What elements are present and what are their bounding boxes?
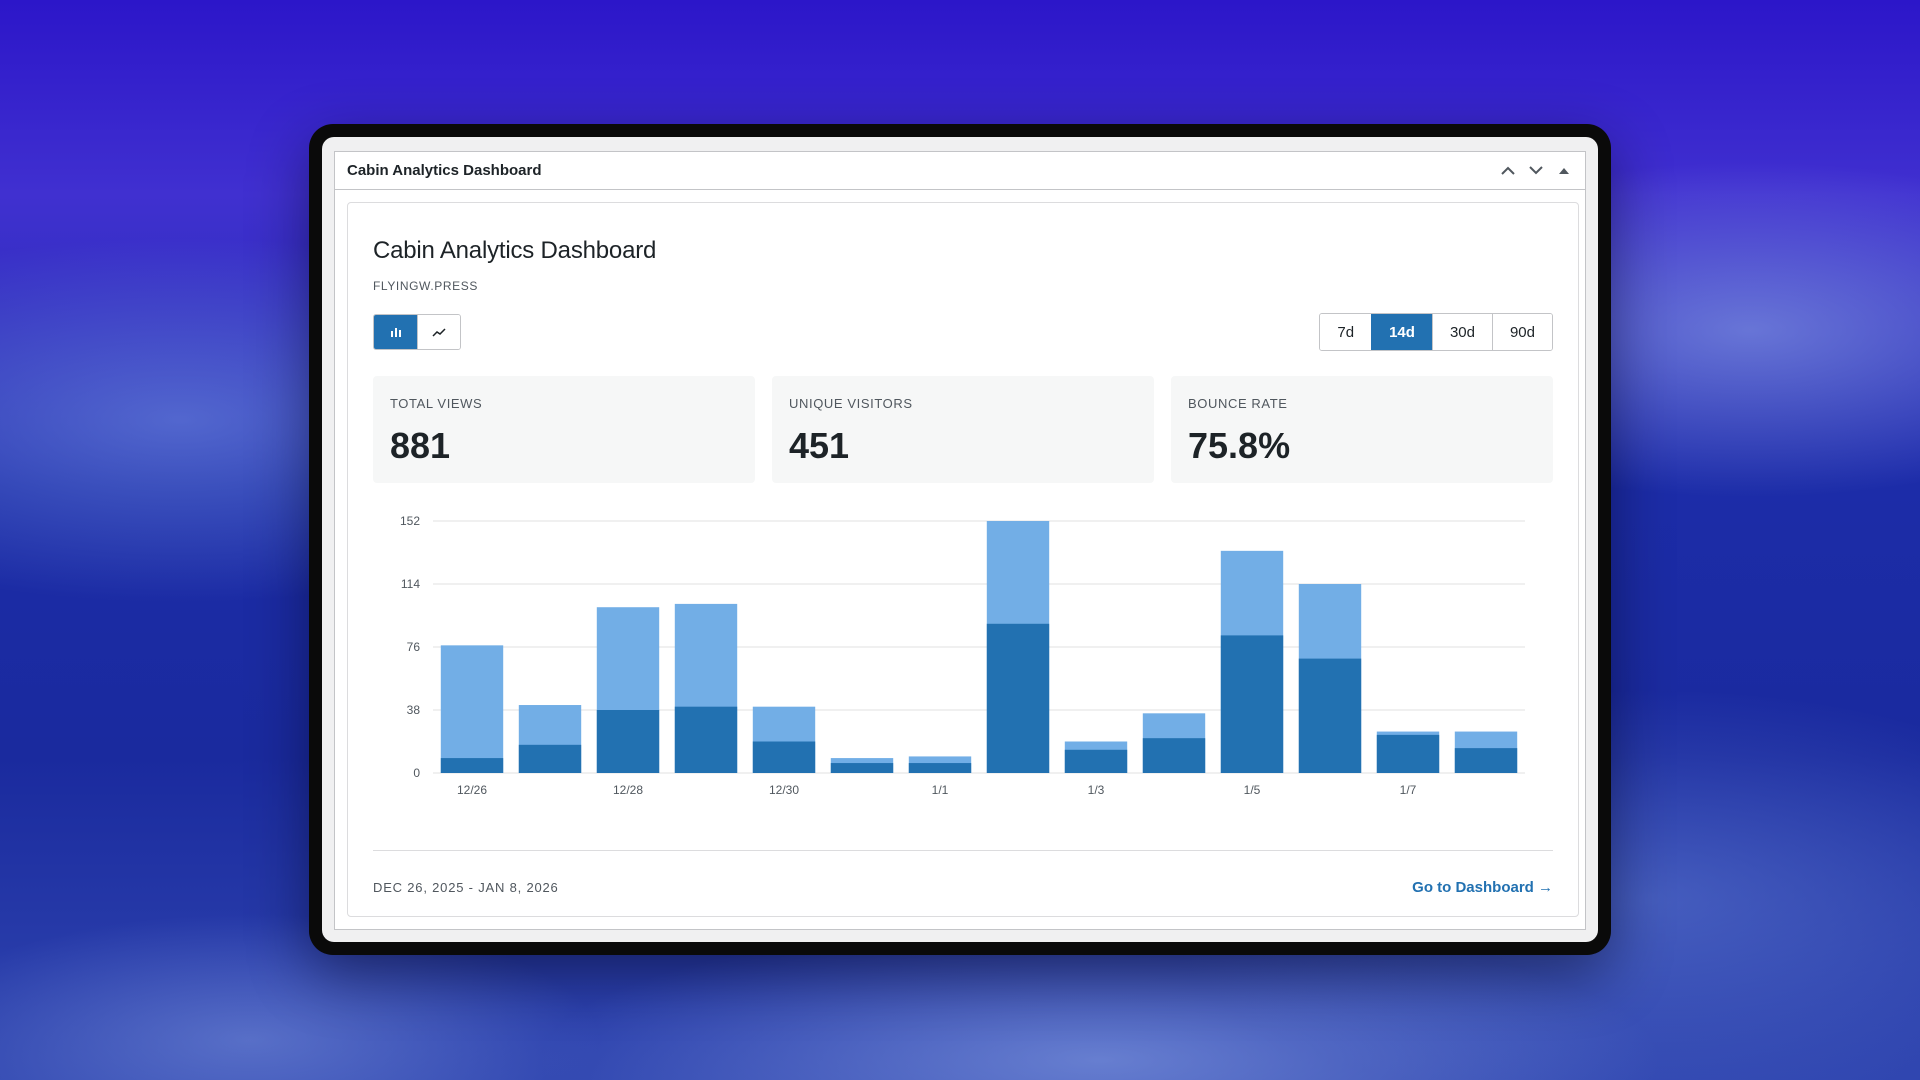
range-90d-button[interactable]: 90d bbox=[1491, 314, 1552, 350]
bar-chart-button[interactable] bbox=[374, 315, 417, 349]
x-tick-label: 12/26 bbox=[457, 783, 487, 797]
y-tick-label: 76 bbox=[407, 640, 421, 654]
stat-label: TOTAL VIEWS bbox=[390, 396, 483, 411]
line-chart-icon bbox=[432, 328, 446, 337]
chart-type-toggle bbox=[373, 314, 461, 350]
stat-label: UNIQUE VISITORS bbox=[789, 396, 913, 411]
traffic-chart: 0 38 76 114 152 12/26 12/28 12/30 1/1 1/3 1/5 1/7 bbox=[373, 501, 1553, 831]
widget-body: Cabin Analytics Dashboard FLYINGW.PRESS bbox=[335, 190, 1585, 929]
analytics-card: Cabin Analytics Dashboard FLYINGW.PRESS bbox=[347, 202, 1579, 917]
y-tick-label: 152 bbox=[400, 514, 420, 528]
bar-visitors bbox=[440, 758, 504, 773]
admin-screen: Cabin Analytics Dashboard Cabin Analytic… bbox=[322, 137, 1598, 942]
y-tick-label: 38 bbox=[407, 703, 421, 717]
y-tick-label: 0 bbox=[413, 766, 420, 780]
widget-actions bbox=[1499, 162, 1573, 180]
x-tick-label: 12/30 bbox=[769, 783, 799, 797]
go-to-dashboard-link[interactable]: Go to Dashboard → bbox=[1412, 879, 1553, 896]
bar-chart: 0 38 76 114 152 12/26 12/28 12/30 1/1 1/3 1/5 1/7 bbox=[400, 514, 1525, 797]
stat-label: BOUNCE RATE bbox=[1188, 396, 1288, 411]
bar-visitors bbox=[518, 744, 582, 773]
chevron-down-icon[interactable] bbox=[1527, 162, 1545, 180]
bar-visitors bbox=[830, 763, 894, 773]
caret-up-icon[interactable] bbox=[1555, 162, 1573, 180]
chevron-up-icon[interactable] bbox=[1499, 162, 1517, 180]
range-14d-button[interactable]: 14d bbox=[1371, 314, 1432, 350]
card-footer: DEC 26, 2025 - JAN 8, 2026 Go to Dashboa… bbox=[373, 850, 1553, 896]
bar-visitors bbox=[1220, 635, 1284, 773]
site-domain: FLYINGW.PRESS bbox=[373, 279, 478, 293]
x-tick-label: 1/3 bbox=[1088, 783, 1105, 797]
dashboard-widget: Cabin Analytics Dashboard Cabin Analytic… bbox=[334, 151, 1586, 930]
bar-visitors bbox=[674, 706, 738, 773]
bar-visitors bbox=[1142, 738, 1206, 773]
bar-visitors bbox=[1298, 658, 1362, 773]
date-range-label: DEC 26, 2025 - JAN 8, 2026 bbox=[373, 880, 559, 895]
stat-bounce-rate: BOUNCE RATE 75.8% bbox=[1171, 376, 1553, 483]
line-chart-button[interactable] bbox=[417, 315, 460, 349]
bar-visitors bbox=[1376, 734, 1440, 773]
bar-chart-icon bbox=[390, 328, 401, 337]
device-frame: Cabin Analytics Dashboard Cabin Analytic… bbox=[309, 124, 1611, 955]
stat-value: 75.8% bbox=[1188, 425, 1291, 466]
bar-visitors bbox=[986, 623, 1050, 773]
stat-unique-visitors: UNIQUE VISITORS 451 bbox=[772, 376, 1154, 483]
x-tick-label: 12/28 bbox=[613, 783, 643, 797]
stat-value: 881 bbox=[390, 425, 451, 466]
bar-views bbox=[440, 645, 504, 773]
widget-header: Cabin Analytics Dashboard bbox=[335, 152, 1585, 190]
bar-visitors bbox=[752, 741, 816, 773]
bar-visitors bbox=[1454, 748, 1518, 773]
card-title: Cabin Analytics Dashboard bbox=[373, 237, 657, 264]
y-tick-label: 114 bbox=[401, 577, 420, 591]
x-tick-label: 1/5 bbox=[1244, 783, 1261, 797]
x-tick-label: 1/1 bbox=[932, 783, 949, 797]
widget-title: Cabin Analytics Dashboard bbox=[347, 162, 542, 179]
chart-controls: 7d 14d 30d 90d bbox=[373, 313, 1553, 351]
range-30d-button[interactable]: 30d bbox=[1431, 314, 1492, 350]
date-range-selector: 7d 14d 30d 90d bbox=[1319, 313, 1553, 351]
x-tick-label: 1/7 bbox=[1400, 783, 1417, 797]
stat-value: 451 bbox=[789, 425, 850, 466]
range-7d-button[interactable]: 7d bbox=[1320, 314, 1372, 350]
bar-visitors bbox=[908, 763, 972, 773]
stats-row: TOTAL VIEWS 881 UNIQUE VISITORS 451 BOUN… bbox=[373, 376, 1553, 483]
bar-visitors bbox=[596, 710, 660, 773]
bar-visitors bbox=[1064, 749, 1128, 773]
stat-total-views: TOTAL VIEWS 881 bbox=[373, 376, 755, 483]
